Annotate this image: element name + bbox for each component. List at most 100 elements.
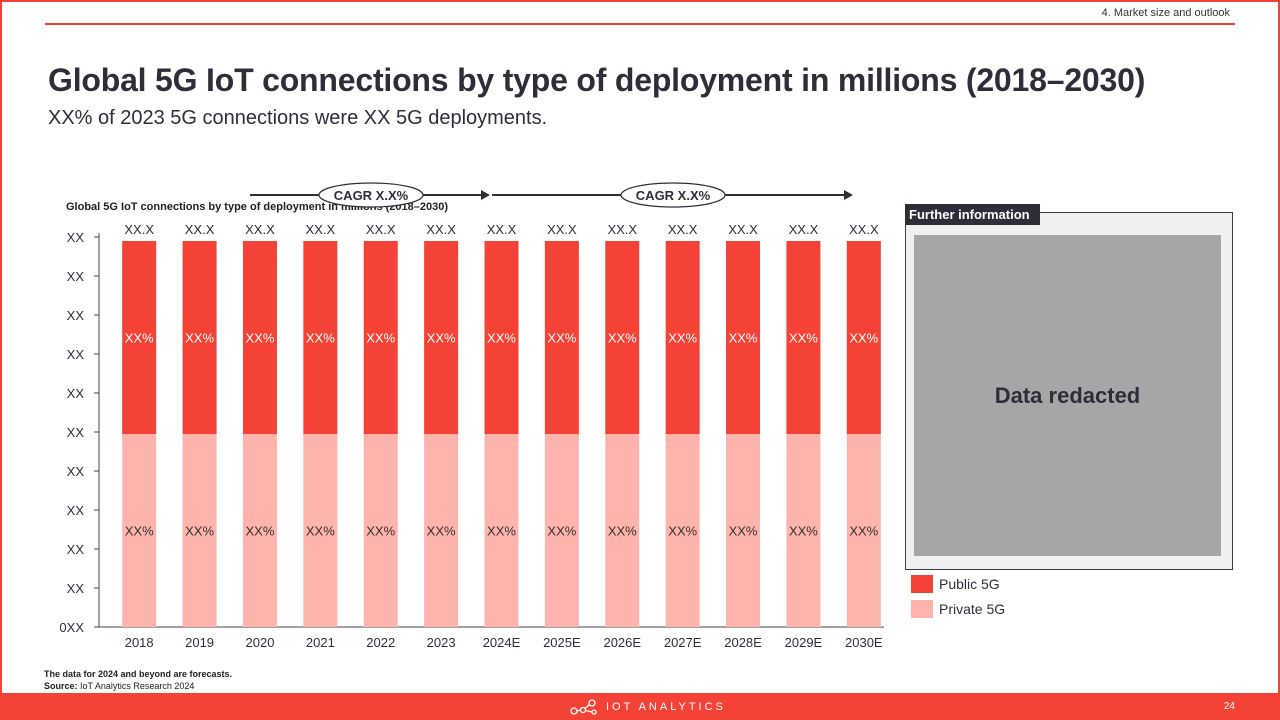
legend-item-public-5g: Public 5G [911,575,1000,593]
data-label-private-5g: XX% [427,524,456,539]
bar-public-5g [484,241,519,434]
x-tick-label: 2027E [664,635,702,650]
bar-private-5g [242,434,277,627]
data-label-private-5g: XX% [366,524,395,539]
total-label: XX.X [547,222,577,237]
footnote: The data for 2024 and beyond are forecas… [44,668,232,692]
data-label-public-5g: XX% [427,331,456,346]
bar-public-5g [182,241,217,434]
y-tick-label: XX [67,308,85,323]
cagr-bubble [620,182,726,208]
bar-private-5g [122,434,157,627]
y-tick-label: XX [67,347,85,362]
brand-logo: IOT ANALYTICS [570,696,726,718]
bar-private-5g [182,434,217,627]
data-label-public-5g: XX% [306,331,335,346]
total-label: XX.X [306,222,336,237]
y-tick-label: XX [67,230,85,245]
data-label-public-5g: XX% [849,331,878,346]
data-label-private-5g: XX% [547,524,576,539]
x-tick-label: 2022 [366,635,395,650]
total-label: XX.X [668,222,698,237]
bar-public-5g [846,241,881,434]
legend-swatch-public-5g [911,575,933,593]
section-label: 4. Market size and outlook [1101,7,1230,19]
data-label-private-5g: XX% [246,524,275,539]
y-tick-label: XX [67,386,85,401]
total-label: XX.X [124,222,154,237]
page-title: Global 5G IoT connections by type of dep… [48,62,1146,98]
cagr-arrow-head [481,190,490,200]
top-rule [45,23,1235,25]
source-note: Source: IoT Analytics Research 2024 [44,681,195,691]
x-tick-label: 2021 [306,635,335,650]
bar-private-5g [363,434,398,627]
data-label-private-5g: XX% [789,524,818,539]
bar-public-5g [544,241,579,434]
data-label-private-5g: XX% [608,524,637,539]
data-label-public-5g: XX% [668,331,697,346]
y-tick-label: XX [67,542,85,557]
y-tick-label: XX [67,464,85,479]
x-tick-label: 2026E [603,635,641,650]
y-tick-label: XX [67,581,85,596]
x-tick-label: 2023 [427,635,456,650]
data-label-public-5g: XX% [729,331,758,346]
total-label: XX.X [245,222,275,237]
bar-public-5g [363,241,398,434]
bar-private-5g [846,434,881,627]
y-tick-label: XX [67,269,85,284]
bar-public-5g [605,241,640,434]
x-tick-label: 2025E [543,635,581,650]
total-label: XX.X [426,222,456,237]
forecast-note: The data for 2024 and beyond are forecas… [44,669,233,679]
data-label-private-5g: XX% [729,524,758,539]
bar-private-5g [303,434,338,627]
bar-private-5g [424,434,459,627]
data-label-public-5g: XX% [487,331,516,346]
total-label: XX.X [607,222,637,237]
y-tick-label: XX [67,425,85,440]
data-label-private-5g: XX% [487,524,516,539]
cagr-label: CAGR X.X% [334,188,409,203]
legend-label-private-5g: Private 5G [939,601,1006,617]
bar-private-5g [484,434,519,627]
bar-public-5g [424,241,459,434]
x-tick-label: 2018 [125,635,154,650]
x-tick-label: 2028E [724,635,762,650]
bar-private-5g [544,434,579,627]
cagr-arrow-head [844,190,853,200]
data-label-public-5g: XX% [608,331,637,346]
redacted-area: Data redacted [914,235,1221,556]
data-label-private-5g: XX% [306,524,335,539]
bar-public-5g [726,241,761,434]
legend-swatch-private-5g [911,600,933,618]
data-label-private-5g: XX% [668,524,697,539]
data-label-public-5g: XX% [789,331,818,346]
legend-item-private-5g: Private 5G [911,600,1005,618]
bar-private-5g [786,434,821,627]
redacted-text: Data redacted [994,382,1141,408]
page-number: 24 [1223,701,1235,712]
page-subtitle: XX% of 2023 5G connections were XX 5G de… [48,107,548,129]
x-tick-label: 2024E [483,635,521,650]
bar-private-5g [605,434,640,627]
bar-public-5g [786,241,821,434]
data-label-public-5g: XX% [547,331,576,346]
x-tick-label: 2029E [785,635,823,650]
x-tick-label: 2019 [185,635,214,650]
bar-public-5g [665,241,700,434]
brand-name: IOT ANALYTICS [606,701,726,713]
total-label: XX.X [487,222,517,237]
total-label: XX.X [366,222,396,237]
total-label: XX.X [185,222,215,237]
bar-public-5g [242,241,277,434]
bar-private-5g [726,434,761,627]
data-label-public-5g: XX% [366,331,395,346]
x-tick-label: 2020 [246,635,275,650]
data-label-private-5g: XX% [125,524,154,539]
legend-label-public-5g: Public 5G [939,576,1000,592]
bar-private-5g [665,434,700,627]
